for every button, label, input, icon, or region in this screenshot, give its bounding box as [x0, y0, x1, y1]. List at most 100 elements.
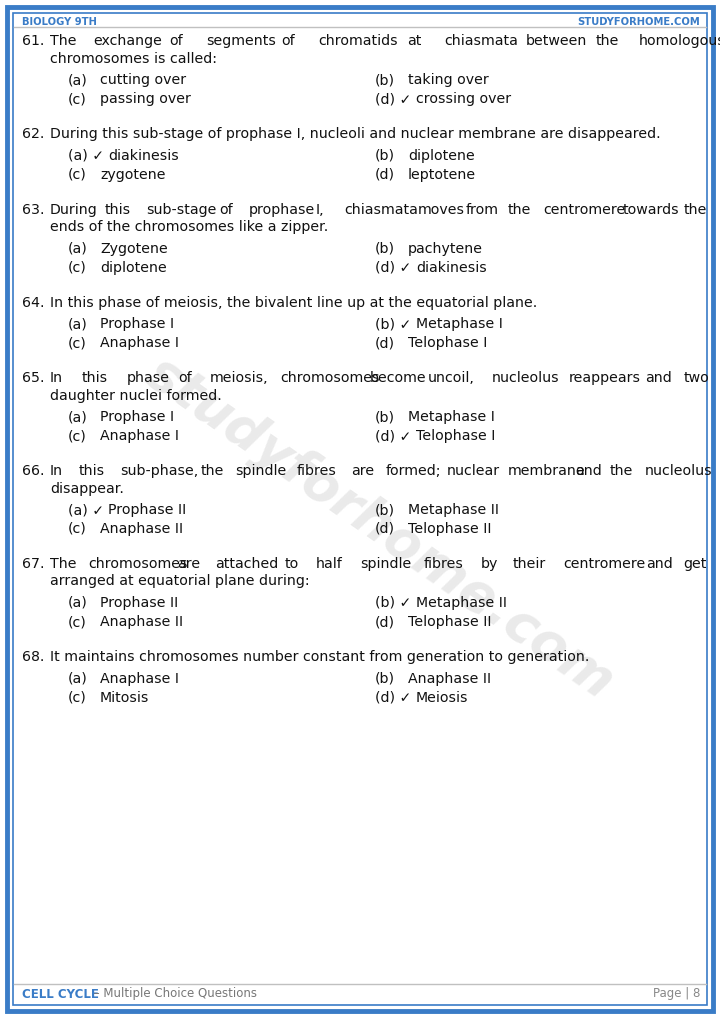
Text: cutting over: cutting over [100, 73, 186, 87]
Text: Telophase II: Telophase II [408, 615, 492, 629]
Text: their: their [513, 557, 546, 571]
Text: of: of [169, 34, 183, 48]
Text: (d) ✓: (d) ✓ [375, 261, 411, 275]
Text: sub-stage: sub-stage [146, 203, 216, 217]
Text: the: the [595, 34, 618, 48]
Text: Anaphase II: Anaphase II [100, 615, 183, 629]
Text: towards: towards [623, 203, 680, 217]
Text: (a) ✓: (a) ✓ [68, 503, 104, 517]
Text: 66.: 66. [22, 464, 45, 478]
Text: 61.: 61. [22, 34, 45, 48]
Text: get: get [684, 557, 707, 571]
Text: (d) ✓: (d) ✓ [375, 690, 411, 704]
Text: Page | 8: Page | 8 [652, 987, 700, 1001]
Text: (b): (b) [375, 503, 395, 517]
Text: diakinesis: diakinesis [108, 149, 179, 163]
Text: (c): (c) [68, 261, 86, 275]
Text: (d): (d) [375, 615, 395, 629]
Text: Prophase I: Prophase I [100, 410, 174, 425]
Text: centromere: centromere [563, 557, 645, 571]
Text: In: In [50, 464, 63, 478]
Text: two: two [684, 371, 709, 385]
Text: membrane: membrane [508, 464, 585, 478]
Text: prophase: prophase [248, 203, 315, 217]
Text: (d) ✓: (d) ✓ [375, 92, 411, 106]
Text: (b): (b) [375, 241, 395, 256]
Text: homologous: homologous [639, 34, 720, 48]
Text: Prophase II: Prophase II [108, 503, 186, 517]
Text: the: the [610, 464, 634, 478]
Text: (c): (c) [68, 522, 86, 536]
Text: of: of [178, 371, 192, 385]
Text: (d): (d) [375, 522, 395, 536]
Text: Mitosis: Mitosis [100, 690, 149, 704]
Text: diplotene: diplotene [408, 149, 474, 163]
Text: chromosomes is called:: chromosomes is called: [50, 52, 217, 65]
Text: uncoil,: uncoil, [428, 371, 474, 385]
Text: Anaphase I: Anaphase I [100, 336, 179, 350]
Text: During: During [50, 203, 98, 217]
Text: Prophase I: Prophase I [100, 317, 174, 331]
Text: exchange: exchange [94, 34, 162, 48]
Text: spindle: spindle [235, 464, 287, 478]
Text: I,: I, [315, 203, 324, 217]
Text: (b): (b) [375, 149, 395, 163]
Text: It maintains chromosomes number constant from generation to generation.: It maintains chromosomes number constant… [50, 651, 590, 664]
Text: (b): (b) [375, 672, 395, 685]
Text: to: to [285, 557, 299, 571]
Text: the: the [508, 203, 531, 217]
Text: reappears: reappears [569, 371, 641, 385]
Text: taking over: taking over [408, 73, 489, 87]
Text: chromosomes: chromosomes [88, 557, 187, 571]
Text: Anaphase I: Anaphase I [100, 672, 179, 685]
Text: fibres: fibres [424, 557, 464, 571]
Text: passing over: passing over [100, 92, 191, 106]
Text: this: this [104, 203, 130, 217]
Text: (a): (a) [68, 241, 88, 256]
Text: (a): (a) [68, 410, 88, 425]
Text: (b): (b) [375, 410, 395, 425]
Text: Telophase I: Telophase I [408, 336, 487, 350]
Text: nuclear: nuclear [447, 464, 500, 478]
Text: arranged at equatorial plane during:: arranged at equatorial plane during: [50, 574, 310, 588]
Text: daughter nuclei formed.: daughter nuclei formed. [50, 389, 222, 402]
Text: (c): (c) [68, 92, 86, 106]
Text: (c): (c) [68, 615, 86, 629]
Text: Zygotene: Zygotene [100, 241, 168, 256]
Text: become: become [370, 371, 426, 385]
Text: by: by [481, 557, 498, 571]
Text: (d) ✓: (d) ✓ [375, 429, 411, 443]
Text: the: the [200, 464, 224, 478]
Text: 67.: 67. [22, 557, 45, 571]
Text: chromosomes: chromosomes [280, 371, 379, 385]
Text: (b): (b) [375, 73, 395, 87]
Text: (c): (c) [68, 336, 86, 350]
Text: formed;: formed; [386, 464, 441, 478]
Text: (a): (a) [68, 73, 88, 87]
Text: CELL CYCLE: CELL CYCLE [22, 987, 99, 1001]
Text: Anaphase I: Anaphase I [100, 429, 179, 443]
Text: of: of [282, 34, 295, 48]
Text: 68.: 68. [22, 651, 45, 664]
Text: pachytene: pachytene [408, 241, 483, 256]
Text: from: from [466, 203, 499, 217]
Text: and: and [645, 371, 672, 385]
Text: diakinesis: diakinesis [416, 261, 487, 275]
Text: between: between [526, 34, 588, 48]
Text: (d): (d) [375, 168, 395, 181]
Text: In: In [50, 371, 63, 385]
Text: centromere: centromere [543, 203, 625, 217]
Text: (a): (a) [68, 596, 88, 610]
Text: Anaphase II: Anaphase II [100, 522, 183, 536]
Text: 62.: 62. [22, 127, 45, 142]
Text: disappear.: disappear. [50, 482, 124, 496]
Text: During this sub-stage of prophase I, nucleoli and nuclear membrane are disappear: During this sub-stage of prophase I, nuc… [50, 127, 661, 142]
Text: sub-phase,: sub-phase, [120, 464, 199, 478]
Text: (d): (d) [375, 336, 395, 350]
Text: Meiosis: Meiosis [416, 690, 469, 704]
Text: BIOLOGY 9TH: BIOLOGY 9TH [22, 17, 97, 27]
Text: diplotene: diplotene [100, 261, 167, 275]
Text: Metaphase I: Metaphase I [408, 410, 495, 425]
Text: – Multiple Choice Questions: – Multiple Choice Questions [90, 987, 257, 1001]
Text: zygotene: zygotene [100, 168, 166, 181]
